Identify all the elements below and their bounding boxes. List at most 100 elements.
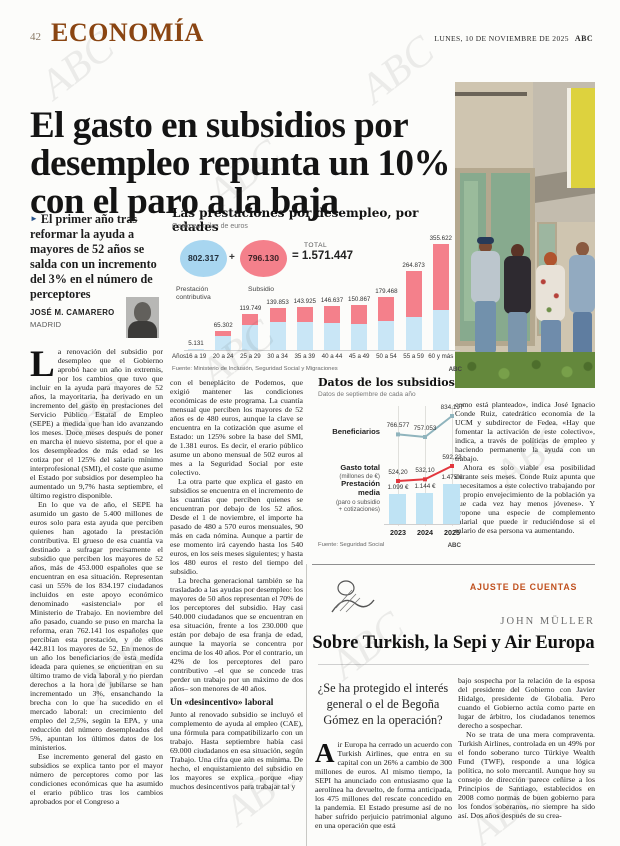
age-tick-label: 55 a 59 bbox=[403, 353, 424, 360]
age-tick-label: 35 a 39 bbox=[294, 353, 316, 360]
unemployment-office-photo bbox=[455, 82, 595, 388]
gridline bbox=[425, 406, 426, 526]
chart1-subtitle: Gasto en miles de euros bbox=[172, 223, 248, 230]
chart2-row-sublabel-gasto: (millones de €) bbox=[339, 473, 380, 480]
bar-segment-subsidio bbox=[378, 296, 395, 322]
paragraph: No se trata de una mera compraventa. Tur… bbox=[458, 730, 595, 820]
headshot-face bbox=[134, 302, 151, 322]
bar-segment-contributiva bbox=[405, 316, 422, 350]
paragraph: con el beneplácito de Podemos, que exigi… bbox=[170, 378, 303, 477]
bar-segment-subsidio bbox=[269, 308, 286, 323]
bar-segment-subsidio bbox=[188, 348, 204, 350]
lead-arrow-icon: ► bbox=[30, 214, 38, 223]
paragraph: La brecha generacional también se ha tra… bbox=[170, 576, 303, 693]
paragraph: bajo sospecha por la relación de la espo… bbox=[458, 676, 595, 730]
bar-value-label: 5.131 bbox=[188, 339, 204, 347]
line-value-label: 532,10 bbox=[415, 467, 435, 475]
dropcap: A bbox=[315, 740, 335, 768]
chart1-total-value: = 1.571.447 bbox=[292, 250, 354, 262]
stacked-bar bbox=[378, 296, 395, 351]
chart1-total-label: TOTAL bbox=[304, 242, 328, 249]
photo-person-4 bbox=[569, 240, 595, 366]
stacked-bar bbox=[405, 271, 422, 350]
chart1-credit: ABC bbox=[448, 366, 462, 373]
line-value-label: 757.053 bbox=[413, 425, 437, 432]
prestacion-bar bbox=[443, 484, 460, 524]
abc-watermark: ABC bbox=[352, 27, 444, 113]
opinion-headline-rule bbox=[318, 664, 589, 665]
chart2-plot-canvas: 1.099 € 1.144 € 1.475 € 766.577 524,20 2023 75… bbox=[318, 376, 464, 552]
chart2-row-sublabel-prestacion: (paro o subsidio + cotizaciones) bbox=[335, 499, 380, 513]
prestacion-bar bbox=[389, 494, 406, 524]
chart1-subsidio-circle: 796.130 bbox=[240, 240, 287, 277]
chart1-legend-subsidio: Subsidio bbox=[248, 286, 275, 293]
photo-hedge bbox=[455, 352, 595, 388]
age-tick-label: 50 a 54 bbox=[376, 353, 397, 360]
byline-author: JOSÉ M. CAMARERO bbox=[30, 308, 115, 317]
main-headline: El gasto en subsidios por desempleo repu… bbox=[30, 104, 451, 222]
bar-segment-subsidio bbox=[405, 271, 422, 317]
bar-segment-contributiva bbox=[269, 322, 286, 350]
opinion-author: JOHN MÜLLER bbox=[500, 616, 595, 627]
stacked-bar bbox=[296, 307, 313, 350]
bar-segment-contributiva bbox=[351, 323, 368, 350]
bar-value-label: 1.475 € bbox=[441, 474, 463, 481]
bar-segment-subsidio bbox=[296, 307, 313, 323]
age-tick-label: 40 a 44 bbox=[321, 353, 343, 360]
line-value-label: 766.577 bbox=[386, 422, 410, 430]
bar-segment-contributiva bbox=[215, 336, 232, 350]
chart2-title: Datos de los subsidios bbox=[318, 376, 455, 389]
year-tick-label: 2024 bbox=[417, 528, 433, 537]
bar-value-label: 1.099 € bbox=[387, 484, 409, 492]
bar-value-label: 143.925 bbox=[293, 298, 316, 306]
chart1-baseline bbox=[184, 350, 460, 351]
age-tick-label: 60 y más bbox=[428, 353, 454, 360]
bar-segment-contributiva bbox=[378, 321, 395, 350]
bar-segment-contributiva bbox=[242, 324, 259, 350]
chart1-contributiva-circle: 802.317 bbox=[180, 240, 227, 277]
paragraph: Junto al renovado subsidio se incluyó el… bbox=[170, 710, 303, 791]
chart1-plus-sign: + bbox=[229, 252, 235, 263]
chart2-row-label-beneficiarios: Beneficiarios bbox=[332, 427, 380, 436]
dateline: LUNES, 10 DE NOVIEMBRE DE 2025 ABC bbox=[434, 34, 593, 43]
bar-value-label: 139.853 bbox=[266, 299, 289, 307]
chart1-title: Las prestaciones por desempleo, por edad… bbox=[172, 206, 419, 234]
opinion-top-rule bbox=[312, 564, 595, 565]
year-tick-label: 2025 bbox=[444, 528, 460, 537]
chart1-source: Fuente: Ministerio de Inclusión, Segurid… bbox=[172, 366, 338, 372]
bar-segment-contributiva bbox=[324, 323, 340, 350]
chart2-baseline bbox=[384, 524, 460, 525]
bar-segment-subsidio bbox=[432, 244, 449, 310]
opinion-vertical-divider bbox=[306, 564, 307, 846]
dropcap: L bbox=[30, 347, 55, 385]
date-text: LUNES, 10 DE NOVIEMBRE DE 2025 bbox=[434, 34, 569, 43]
paragraph: Ese incremento general del gasto en subs… bbox=[30, 752, 163, 806]
bar-value-label: 264.873 bbox=[402, 262, 425, 269]
age-tick-label: 20 a 24 bbox=[212, 353, 234, 360]
chart-prestaciones: Las prestaciones por desempleo, por edad… bbox=[172, 206, 462, 378]
author-headshot bbox=[126, 297, 159, 338]
chart2-row-label-gasto: Gasto total bbox=[340, 463, 380, 472]
bar-segment-contributiva bbox=[188, 349, 204, 350]
photo-person-2 bbox=[503, 242, 533, 364]
age-tick-label: 25 a 29 bbox=[240, 353, 261, 360]
chart1-x-axis-label: Años bbox=[172, 353, 187, 360]
opinion-standfirst: ¿Se ha protegido el interés general o el… bbox=[317, 681, 449, 727]
photo-person-3 bbox=[535, 250, 567, 366]
bar-value-label: 355.622 bbox=[429, 235, 452, 242]
gridline bbox=[398, 406, 399, 526]
stacked-bar bbox=[188, 348, 204, 351]
bar-value-label: 1.144 € bbox=[414, 483, 436, 490]
headshot-shoulders bbox=[128, 321, 157, 338]
year-tick-label: 2023 bbox=[390, 528, 406, 537]
age-tick-label: 16 a 19 bbox=[185, 353, 207, 360]
opinion-column-2: bajo sospecha por la relación de la espo… bbox=[458, 676, 595, 844]
bar-value-label: 146.637 bbox=[320, 297, 344, 305]
chart-datos-subsidios: Datos de los subsidios Datos de septiemb… bbox=[318, 376, 463, 552]
stacked-bar bbox=[432, 244, 449, 350]
photo-person-1 bbox=[469, 234, 503, 364]
stacked-bar bbox=[242, 314, 259, 350]
stacked-bar bbox=[324, 306, 340, 350]
